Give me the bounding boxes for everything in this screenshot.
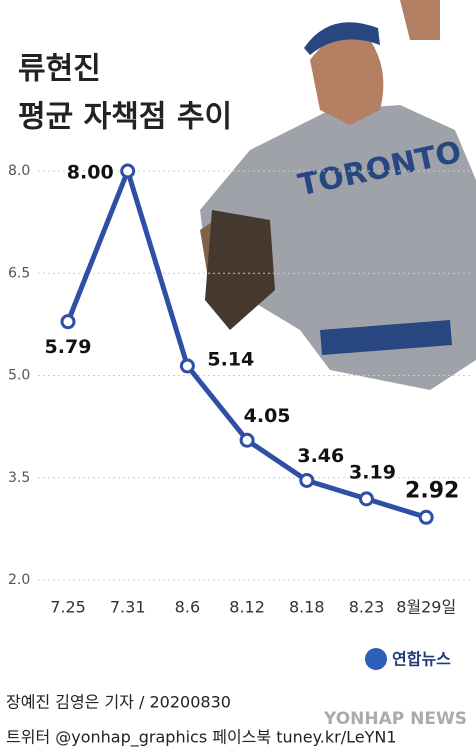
y-tick-label: 6.5 (8, 265, 30, 281)
title-line: 평균 자책점 추이 (18, 100, 232, 135)
marker (60, 314, 76, 330)
marker (299, 472, 315, 488)
y-tick-label: 3.5 (8, 470, 30, 486)
x-tick-label: 8월29일 (396, 598, 456, 617)
player-photo: TORONTO (200, 0, 476, 390)
x-tick-label: 8.6 (175, 598, 200, 617)
value-label: 4.05 (244, 405, 291, 427)
value-label: 3.19 (349, 461, 396, 483)
credit: 장예진 김영은 기자 / 20200830 (6, 693, 231, 712)
marker (179, 358, 195, 374)
value-label: 5.14 (207, 348, 254, 370)
x-tick-label: 8.18 (289, 598, 325, 617)
x-tick-label: 7.31 (110, 598, 146, 617)
value-label: 3.46 (297, 445, 344, 467)
x-tick-label: 7.25 (50, 598, 86, 617)
y-tick-label: 5.0 (8, 368, 30, 384)
logo: 연합뉴스 (365, 648, 451, 670)
watermark: YONHAP NEWS (323, 709, 467, 729)
x-tick-label: 8.12 (229, 598, 265, 617)
marker (120, 163, 136, 179)
marker (359, 491, 374, 507)
value-label: 8.00 (67, 162, 114, 184)
marker (239, 432, 255, 448)
value-label: 2.92 (405, 478, 459, 503)
y-tick-label: 8.0 (8, 163, 30, 179)
social: 트위터 @yonhap_graphics 페이스북 tuney.kr/LeYN1 (6, 728, 397, 748)
y-tick-label: 2.0 (8, 572, 30, 588)
value-label: 5.79 (45, 336, 92, 358)
logo-text: 연합뉴스 (392, 650, 451, 669)
title-line: 류현진 (18, 52, 101, 87)
x-tick-label: 8.23 (349, 598, 385, 617)
marker (418, 509, 434, 525)
